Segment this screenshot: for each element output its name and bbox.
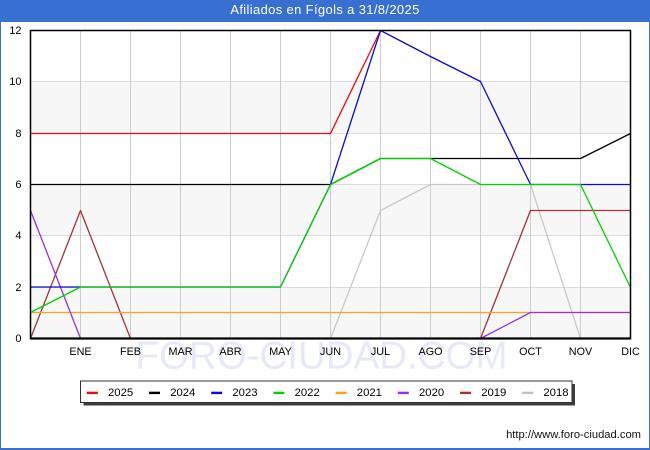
svg-text:JUL: JUL	[371, 346, 390, 358]
svg-text:12: 12	[9, 25, 21, 37]
svg-text:2025: 2025	[108, 387, 133, 399]
svg-text:FORO-CIUDAD.COM: FORO-CIUDAD.COM	[135, 335, 507, 378]
svg-text:6: 6	[15, 179, 21, 191]
svg-text:ENE: ENE	[69, 346, 91, 358]
svg-text:FEB: FEB	[120, 346, 141, 358]
svg-text:MAR: MAR	[169, 346, 193, 358]
svg-text:2021: 2021	[357, 387, 382, 399]
svg-text:JUN: JUN	[320, 346, 341, 358]
svg-text:2018: 2018	[543, 387, 568, 399]
svg-text:4: 4	[15, 230, 21, 242]
svg-text:0: 0	[15, 333, 21, 345]
svg-text:8: 8	[15, 128, 21, 140]
svg-text:2024: 2024	[170, 387, 195, 399]
svg-text:SEP: SEP	[470, 346, 492, 358]
svg-text:OCT: OCT	[519, 346, 542, 358]
svg-text:http://www.foro-ciudad.com: http://www.foro-ciudad.com	[506, 429, 641, 441]
svg-text:2023: 2023	[232, 387, 257, 399]
svg-text:MAY: MAY	[269, 346, 292, 358]
svg-text:DIC: DIC	[621, 346, 640, 358]
svg-text:2020: 2020	[419, 387, 444, 399]
svg-text:ABR: ABR	[219, 346, 241, 358]
svg-text:NOV: NOV	[569, 346, 593, 358]
svg-text:AGO: AGO	[419, 346, 443, 358]
svg-text:2019: 2019	[481, 387, 506, 399]
svg-text:2022: 2022	[295, 387, 320, 399]
svg-text:10: 10	[9, 76, 21, 88]
svg-text:2: 2	[15, 282, 21, 294]
